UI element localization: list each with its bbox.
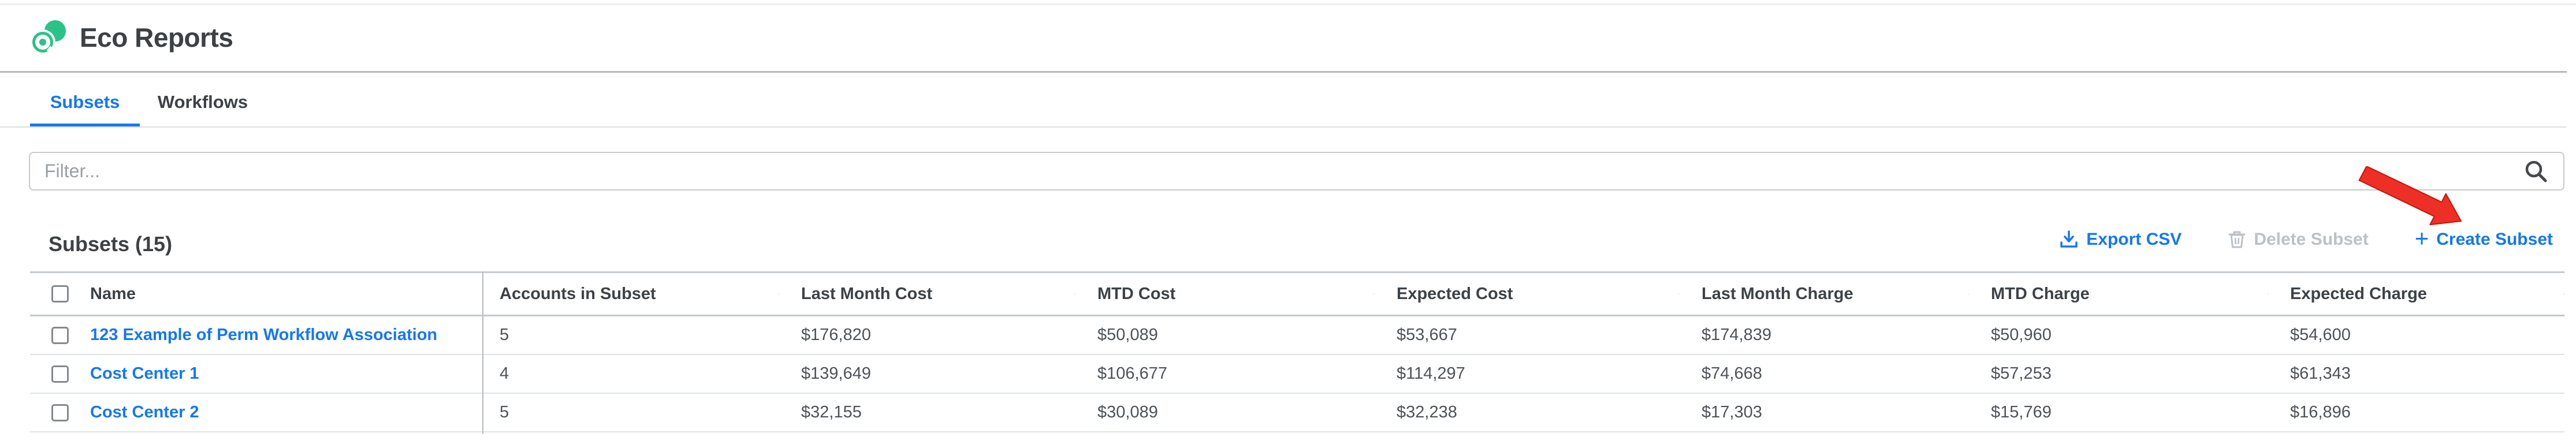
select-all-checkbox[interactable]	[51, 285, 69, 303]
top-hairline	[0, 3, 2576, 5]
table-row: Cost Center 2 5 $32,155 $30,089 $32,238 …	[30, 394, 2564, 432]
column-header-expected-charge: Expected Charge	[2267, 285, 2564, 304]
plus-icon: +	[2414, 225, 2429, 252]
select-row-checkbox[interactable]	[51, 326, 69, 344]
column-header-accounts-in-subset: Accounts in Subset	[500, 284, 656, 303]
table-row: 123 Example of Perm Workflow Association…	[30, 316, 2564, 355]
export-csv-label: Export CSV	[2086, 230, 2182, 249]
table-actions: Export CSV Delete Subset + Create Subset	[2059, 225, 2553, 252]
cell-expected-charge: $16,896	[2290, 403, 2351, 421]
cell-expected-cost: $53,667	[1397, 326, 1457, 344]
cell-expected-cost: $114,297	[1397, 364, 1465, 383]
cell-mtd-charge: $15,769	[1991, 403, 2052, 421]
app-header: Eco Reports	[30, 18, 233, 57]
cell-last-month-cost: $176,820	[801, 326, 871, 344]
subsets-table: Name Accounts in Subset Last Month Cost …	[30, 271, 2564, 432]
delete-subset-button[interactable]: Delete Subset	[2228, 230, 2369, 249]
cell-expected-charge: $61,343	[2290, 364, 2351, 383]
cell-expected-charge: $54,600	[2290, 326, 2351, 344]
subset-name-link[interactable]: 123 Example of Perm Workflow Association	[90, 326, 438, 344]
column-header-mtd-cost: MTD Cost	[1074, 285, 1373, 304]
column-header-expected-cost: Expected Cost	[1373, 285, 1678, 304]
subset-name-link[interactable]: Cost Center 1	[90, 364, 199, 383]
table-header-name: Name	[30, 285, 482, 304]
tab-workflows[interactable]: Workflows	[157, 92, 248, 112]
subset-name-link[interactable]: Cost Center 2	[90, 403, 199, 421]
column-header-name: Name	[90, 284, 136, 303]
cell-expected-cost: $32,238	[1397, 403, 1457, 421]
cell-mtd-charge: $50,960	[1991, 326, 2052, 344]
active-tab-underline	[30, 124, 140, 128]
table-row: Cost Center 1 4 $139,649 $106,677 $114,2…	[30, 355, 2564, 394]
tab-subsets[interactable]: Subsets	[50, 92, 120, 112]
name-column-divider	[482, 271, 483, 434]
create-subset-label: Create Subset	[2436, 230, 2553, 249]
cell-mtd-cost: $106,677	[1097, 364, 1167, 383]
select-row-checkbox[interactable]	[51, 404, 69, 421]
cell-last-month-cost: $32,155	[801, 403, 862, 421]
page-title: Eco Reports	[80, 23, 233, 53]
cell-last-month-charge: $174,839	[1702, 326, 1771, 344]
cell-name: 123 Example of Perm Workflow Association	[30, 326, 482, 345]
cell-accounts: 4	[500, 364, 509, 383]
cell-name: Cost Center 1	[30, 364, 482, 383]
column-header-last-month-cost: Last Month Cost	[778, 285, 1074, 304]
section-title: Subsets (15)	[49, 232, 173, 256]
trash-icon	[2228, 231, 2246, 248]
download-icon	[2060, 230, 2078, 248]
delete-subset-label: Delete Subset	[2254, 230, 2369, 249]
cell-last-month-charge: $74,668	[1702, 364, 1762, 383]
filter-bar	[29, 152, 2564, 191]
cell-mtd-cost: $50,089	[1097, 326, 1158, 344]
column-header-last-month-charge: Last Month Charge	[1678, 285, 1968, 304]
table-header-row: Name Accounts in Subset Last Month Cost …	[30, 271, 2564, 316]
create-subset-button[interactable]: + Create Subset	[2414, 225, 2553, 252]
cell-last-month-charge: $17,303	[1702, 403, 1762, 421]
cell-accounts: 5	[500, 403, 509, 421]
cell-last-month-cost: $139,649	[801, 364, 871, 383]
cell-name: Cost Center 2	[30, 403, 482, 422]
filter-input[interactable]	[29, 152, 2564, 191]
eco-logo-icon	[30, 20, 66, 57]
export-csv-button[interactable]: Export CSV	[2059, 230, 2182, 249]
cell-accounts: 5	[500, 326, 509, 344]
header-divider	[0, 71, 2567, 73]
select-row-checkbox[interactable]	[51, 365, 69, 383]
tab-bar-baseline	[0, 126, 2566, 128]
search-icon[interactable]	[2523, 159, 2549, 184]
cell-mtd-charge: $57,253	[1991, 364, 2052, 383]
cell-mtd-cost: $30,089	[1097, 403, 1158, 421]
column-header-mtd-charge: MTD Charge	[1968, 285, 2267, 304]
